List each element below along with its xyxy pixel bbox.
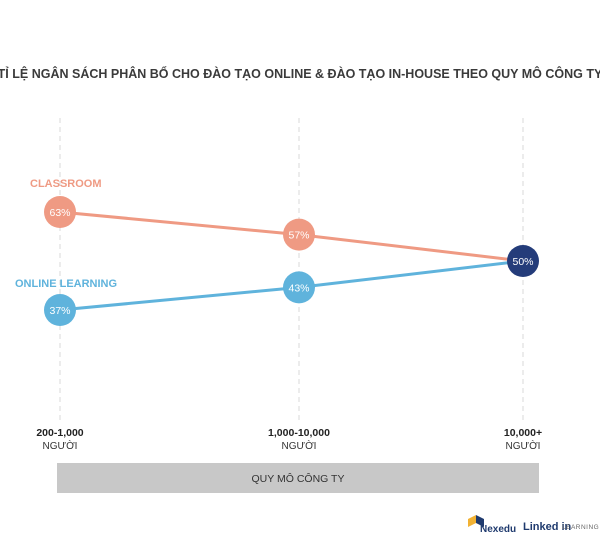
- data-points: 63% 57% 37% 43% 50%: [44, 196, 539, 326]
- chart-title: TỈ LỆ NGÂN SÁCH PHÂN BỔ CHO ĐÀO TẠO ONLI…: [0, 66, 600, 81]
- point-label-classroom-2: 57%: [288, 230, 309, 242]
- linkedin-logo-text: Linked in: [523, 521, 572, 533]
- x-axis-title-bar: [57, 463, 539, 493]
- x-axis-title: QUY MÔ CÔNG TY: [252, 472, 345, 485]
- category-label-2: 1,000-10,000: [268, 427, 330, 439]
- point-label-classroom-1: 63%: [49, 207, 70, 219]
- point-online-learning-1: [44, 294, 76, 326]
- linkedin-learning-logo-text: LEARNING: [562, 524, 599, 531]
- point-classroom-2: [283, 218, 315, 251]
- series-label-classroom: CLASSROOM: [30, 178, 102, 190]
- category-label-3: 10,000+: [504, 427, 542, 439]
- point-label-meeting-3: 50%: [512, 256, 533, 268]
- nexedu-logo-icon: [468, 515, 476, 527]
- series-label-online-learning: ONLINE LEARNING: [15, 278, 117, 290]
- point-classroom-1: [44, 196, 76, 228]
- category-sublabel-3: NGƯỜI: [506, 439, 541, 452]
- point-meeting-3: [507, 245, 539, 277]
- category-labels: 200-1,000NGƯỜI1,000-10,000NGƯỜI10,000+NG…: [36, 427, 542, 452]
- point-label-online-learning-1: 37%: [49, 305, 70, 317]
- category-sublabel-2: NGƯỜI: [282, 439, 317, 452]
- category-label-1: 200-1,000: [36, 427, 83, 439]
- nexedu-logo: Nexedu: [468, 515, 516, 535]
- nexedu-logo-text: Nexedu: [480, 524, 516, 535]
- point-online-learning-2: [283, 271, 315, 304]
- point-label-online-learning-2: 43%: [288, 282, 309, 294]
- category-sublabel-1: NGƯỜI: [43, 439, 78, 452]
